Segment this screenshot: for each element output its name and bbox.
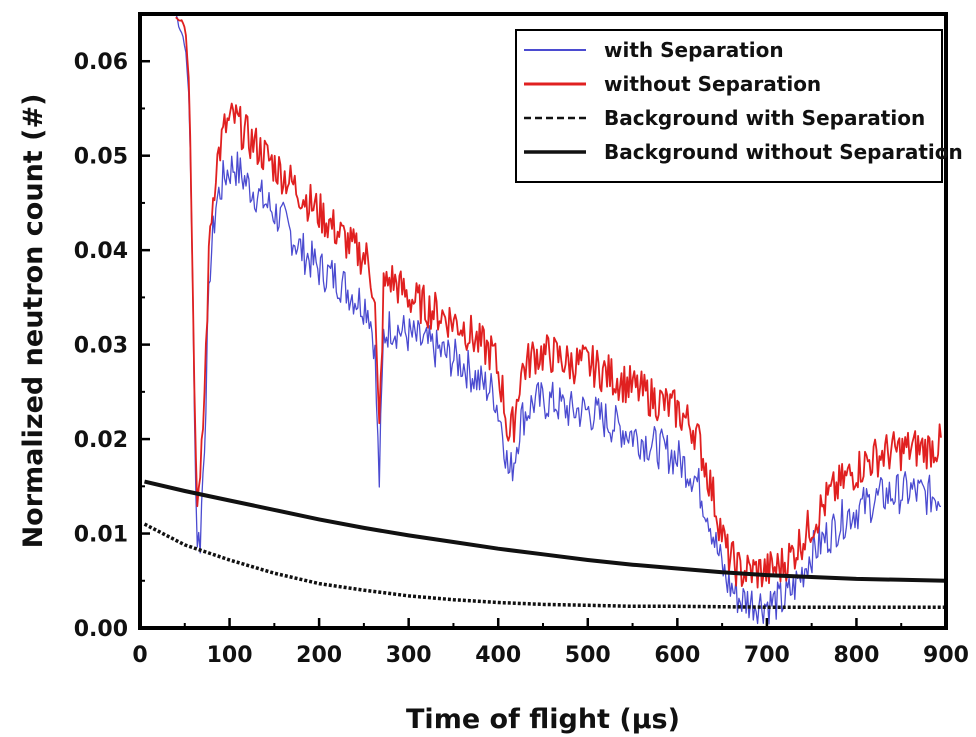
ticks-layer: 0 100 200 300 400 500 600 700 800 900 0.00 0.01 0.02… xyxy=(74,50,969,668)
legend-label-with-separation: with Separation xyxy=(604,38,784,62)
x-tick-label: 200 xyxy=(296,643,342,668)
series-line-without-separation xyxy=(175,16,942,589)
x-tick-label: 900 xyxy=(923,643,969,668)
legend-label-background-with-separation: Background with Separation xyxy=(604,106,925,130)
legend: with Separation without Separation Backgro… xyxy=(515,29,963,183)
x-tick-label: 0 xyxy=(132,643,147,668)
y-tick-label: 0.00 xyxy=(74,617,128,642)
legend-label-background-without-separation: Background without Separation xyxy=(604,140,963,164)
y-tick-label: 0.01 xyxy=(74,523,128,548)
legend-label-without-separation: without Separation xyxy=(604,72,821,96)
series-line-background-without-separation xyxy=(144,479,947,583)
series-line-background-with-separation xyxy=(143,522,946,609)
y-tick-label: 0.06 xyxy=(74,50,128,75)
x-tick-label: 300 xyxy=(386,643,432,668)
y-tick-label: 0.02 xyxy=(74,428,128,453)
x-tick-label: 400 xyxy=(475,643,521,668)
series-line-with-separation xyxy=(175,13,942,625)
y-axis-title: Normalized neutron count (#) xyxy=(18,94,49,549)
x-tick-label: 700 xyxy=(744,643,790,668)
x-tick-label: 800 xyxy=(833,643,879,668)
y-tick-label: 0.03 xyxy=(74,334,128,359)
x-tick-label: 100 xyxy=(207,643,253,668)
series-layer xyxy=(143,13,947,625)
y-tick-label: 0.05 xyxy=(74,145,128,170)
x-tick-label: 600 xyxy=(654,643,700,668)
x-axis-title: Time of flight (µs) xyxy=(406,704,680,735)
x-tick-label: 500 xyxy=(565,643,611,668)
legend-box xyxy=(515,29,943,183)
y-tick-label: 0.04 xyxy=(74,239,128,264)
